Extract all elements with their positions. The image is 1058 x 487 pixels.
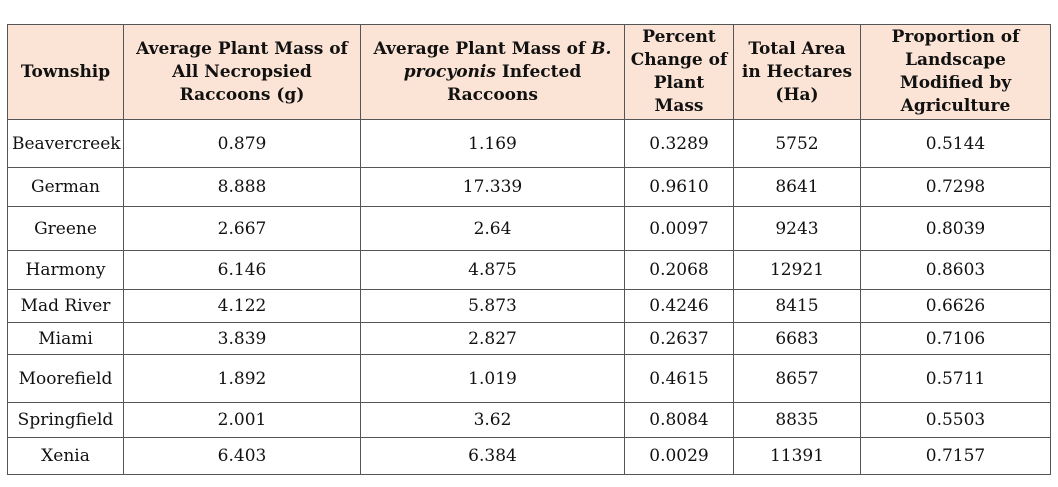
header-avg-plant-mass-all: Average Plant Mass of All Necropsied Rac…	[123, 24, 361, 120]
header-infected-pre: Average Plant Mass of	[373, 38, 592, 59]
header-infected-species: B. procyonis	[403, 38, 612, 82]
cell-percent-change: 0.2637	[624, 322, 734, 355]
cell-township: Moorefield	[7, 354, 124, 403]
cell-township: Harmony	[7, 250, 124, 290]
cell-percent-change: 0.4615	[624, 354, 734, 403]
cell-avg-mass-all: 1.892	[123, 354, 361, 403]
table-row: Harmony 6.146 4.875 0.2068 12921 0.8603	[7, 250, 1051, 290]
cell-township: Springfield	[7, 402, 124, 438]
cell-total-area: 8415	[733, 289, 861, 323]
cell-proportion: 0.7298	[860, 167, 1051, 207]
cell-township: Miami	[7, 322, 124, 355]
cell-percent-change: 0.3289	[624, 119, 734, 168]
header-township: Township	[7, 24, 124, 120]
cell-township: Greene	[7, 206, 124, 251]
table-row: Springfield 2.001 3.62 0.8084 8835 0.550…	[7, 402, 1051, 438]
cell-percent-change: 0.4246	[624, 289, 734, 323]
cell-avg-mass-all: 3.839	[123, 322, 361, 355]
cell-avg-mass-infected: 6.384	[360, 437, 625, 475]
cell-total-area: 5752	[733, 119, 861, 168]
table-row: Greene 2.667 2.64 0.0097 9243 0.8039	[7, 206, 1051, 251]
header-infected-post: Infected Raccoons	[447, 61, 582, 105]
cell-avg-mass-infected: 4.875	[360, 250, 625, 290]
cell-percent-change: 0.2068	[624, 250, 734, 290]
cell-proportion: 0.5144	[860, 119, 1051, 168]
data-table: Township Average Plant Mass of All Necro…	[7, 24, 1051, 475]
cell-total-area: 8835	[733, 402, 861, 438]
cell-avg-mass-infected: 2.827	[360, 322, 625, 355]
cell-percent-change: 0.9610	[624, 167, 734, 207]
cell-proportion: 0.7106	[860, 322, 1051, 355]
cell-township: Mad River	[7, 289, 124, 323]
table-row: Moorefield 1.892 1.019 0.4615 8657 0.571…	[7, 354, 1051, 403]
cell-proportion: 0.5503	[860, 402, 1051, 438]
cell-proportion: 0.6626	[860, 289, 1051, 323]
cell-township: Xenia	[7, 437, 124, 475]
cell-avg-mass-all: 8.888	[123, 167, 361, 207]
cell-total-area: 12921	[733, 250, 861, 290]
table-row: Beavercreek 0.879 1.169 0.3289 5752 0.51…	[7, 119, 1051, 168]
cell-percent-change: 0.0029	[624, 437, 734, 475]
header-row: Township Average Plant Mass of All Necro…	[7, 24, 1051, 120]
cell-avg-mass-infected: 17.339	[360, 167, 625, 207]
table-row: German 8.888 17.339 0.9610 8641 0.7298	[7, 167, 1051, 207]
cell-avg-mass-all: 4.122	[123, 289, 361, 323]
cell-total-area: 6683	[733, 322, 861, 355]
cell-avg-mass-infected: 3.62	[360, 402, 625, 438]
cell-avg-mass-all: 0.879	[123, 119, 361, 168]
cell-percent-change: 0.8084	[624, 402, 734, 438]
cell-township: German	[7, 167, 124, 207]
cell-township: Beavercreek	[7, 119, 124, 168]
cell-avg-mass-all: 6.403	[123, 437, 361, 475]
cell-avg-mass-infected: 2.64	[360, 206, 625, 251]
cell-proportion: 0.7157	[860, 437, 1051, 475]
header-avg-plant-mass-infected: Average Plant Mass of B. procyonis Infec…	[360, 24, 625, 120]
cell-total-area: 11391	[733, 437, 861, 475]
table-row: Xenia 6.403 6.384 0.0029 11391 0.7157	[7, 437, 1051, 475]
cell-total-area: 8657	[733, 354, 861, 403]
table-row: Miami 3.839 2.827 0.2637 6683 0.7106	[7, 322, 1051, 355]
table-row: Mad River 4.122 5.873 0.4246 8415 0.6626	[7, 289, 1051, 323]
cell-avg-mass-infected: 1.019	[360, 354, 625, 403]
cell-percent-change: 0.0097	[624, 206, 734, 251]
cell-avg-mass-infected: 1.169	[360, 119, 625, 168]
cell-total-area: 9243	[733, 206, 861, 251]
cell-proportion: 0.8039	[860, 206, 1051, 251]
cell-avg-mass-all: 2.667	[123, 206, 361, 251]
cell-total-area: 8641	[733, 167, 861, 207]
header-total-area: Total Area in Hectares (Ha)	[733, 24, 861, 120]
cell-avg-mass-all: 6.146	[123, 250, 361, 290]
cell-avg-mass-infected: 5.873	[360, 289, 625, 323]
cell-proportion: 0.5711	[860, 354, 1051, 403]
header-proportion-agriculture: Proportion of Landscape Modified by Agri…	[860, 24, 1051, 120]
header-percent-change: Percent Change of Plant Mass	[624, 24, 734, 120]
cell-avg-mass-all: 2.001	[123, 402, 361, 438]
cell-proportion: 0.8603	[860, 250, 1051, 290]
